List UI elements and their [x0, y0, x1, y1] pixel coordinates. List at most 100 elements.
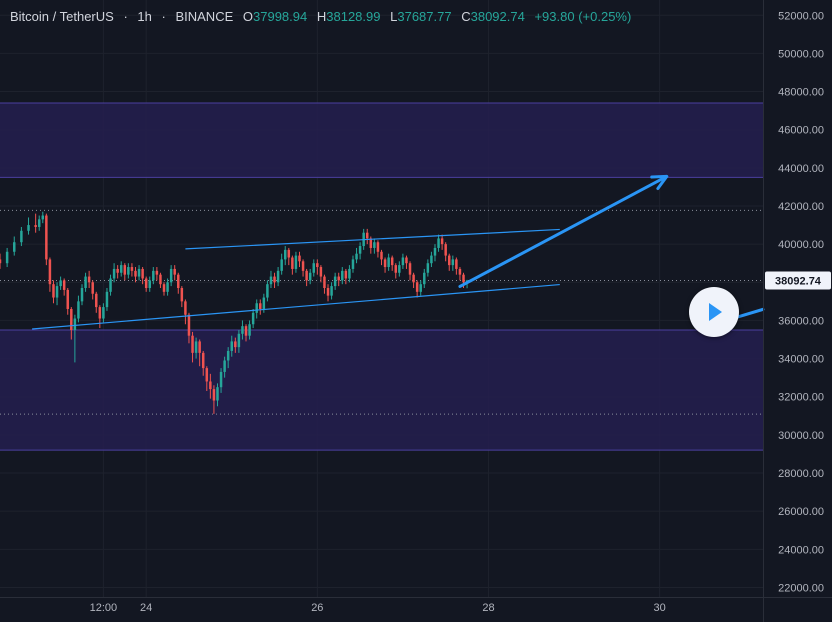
candle-body	[390, 257, 394, 266]
projection-arrow[interactable]	[458, 174, 669, 288]
candle-body	[326, 288, 330, 296]
candle-body	[87, 276, 91, 283]
candle-body	[5, 251, 9, 264]
candle-body	[137, 268, 141, 277]
candle-body	[80, 288, 84, 302]
candle-body	[244, 326, 248, 336]
candle-body	[102, 307, 105, 319]
candle-body	[73, 318, 77, 330]
candle-body	[234, 341, 237, 348]
candle-body	[152, 270, 155, 281]
candle-body	[426, 263, 430, 273]
candle-body	[209, 381, 212, 390]
candle-body	[212, 389, 216, 401]
candle-body	[98, 307, 102, 319]
candle-body	[84, 276, 87, 289]
arrow-head	[650, 174, 669, 191]
candle-body	[398, 265, 401, 273]
candle-body	[444, 244, 447, 256]
candle-body	[37, 219, 41, 227]
high-value: 38128.99	[326, 9, 381, 24]
candle-body	[380, 251, 383, 260]
candle-body	[201, 352, 205, 369]
candle-body	[437, 238, 440, 248]
candle-body	[41, 215, 45, 220]
channel-line-upper[interactable]	[185, 228, 560, 250]
candle-body	[394, 265, 398, 273]
candle-body	[251, 312, 255, 325]
candle-body	[308, 272, 312, 281]
candle-body	[301, 261, 305, 271]
resistance-zone[interactable]	[0, 102, 763, 178]
candle-body	[262, 297, 266, 309]
candle-body	[148, 280, 151, 289]
candle-body	[266, 284, 269, 298]
candle-body	[127, 267, 130, 275]
support-zone[interactable]	[0, 329, 763, 451]
low-label: L	[390, 9, 398, 24]
candle-body	[373, 242, 376, 248]
candle-body	[408, 263, 412, 275]
candle-body	[205, 368, 209, 382]
candle-body	[159, 274, 162, 285]
candle-body	[169, 268, 173, 283]
candle-body	[387, 257, 390, 268]
candle-body	[112, 268, 116, 279]
candle-body	[462, 274, 465, 283]
y-tick-label: 50000.00	[778, 48, 824, 60]
candle-body	[105, 291, 109, 308]
candle-body	[95, 293, 98, 308]
play-button[interactable]	[689, 287, 739, 337]
candle-body	[447, 255, 451, 266]
x-tick-label: 24	[140, 602, 152, 614]
candle-body	[237, 333, 241, 348]
candle-body	[423, 272, 426, 285]
candle-body	[162, 284, 166, 292]
y-tick-label: 22000.00	[778, 582, 824, 594]
candle-body	[45, 215, 48, 260]
channel-line-lower[interactable]	[32, 283, 560, 330]
candle-body	[433, 247, 437, 256]
y-tick-label: 32000.00	[778, 392, 824, 404]
candle-body	[287, 249, 291, 258]
candle-body	[458, 268, 462, 275]
candle-body	[333, 276, 337, 287]
x-tick-label: 28	[482, 602, 494, 614]
candle-body	[66, 289, 69, 309]
candle-body	[294, 255, 298, 269]
y-tick-label: 24000.00	[778, 544, 824, 556]
candle-body	[177, 274, 180, 289]
candle-body	[70, 308, 73, 330]
candle-body	[412, 274, 415, 283]
candle-body	[337, 276, 340, 281]
candle-body	[116, 268, 119, 273]
y-tick-label: 36000.00	[778, 315, 824, 327]
candle-body	[91, 282, 94, 294]
candle-body	[369, 238, 373, 248]
open-value: 37998.94	[253, 9, 308, 24]
candle-body	[20, 230, 23, 243]
candle-body	[376, 242, 380, 252]
candle-body	[223, 360, 226, 372]
symbol-name[interactable]: Bitcoin / TetherUS	[10, 9, 114, 24]
candle-body	[383, 259, 387, 268]
y-tick-label: 44000.00	[778, 163, 824, 175]
candle-body	[283, 249, 287, 260]
y-tick-label: 40000.00	[778, 239, 824, 251]
candle-body	[226, 350, 230, 361]
interval[interactable]: 1h	[137, 9, 152, 24]
candle-body	[358, 246, 362, 254]
candle-body	[241, 326, 244, 334]
candle-body	[341, 270, 344, 281]
candle-body	[0, 259, 2, 264]
exchange: BINANCE	[175, 9, 234, 24]
candle-body	[13, 242, 16, 252]
candle-body	[255, 303, 258, 313]
candle-body	[430, 255, 433, 264]
candle-body	[173, 268, 176, 275]
candle-body	[419, 284, 422, 292]
candle-body	[48, 259, 52, 285]
candle-body	[55, 286, 59, 298]
candle-body	[130, 267, 134, 271]
candle-body	[298, 255, 301, 262]
